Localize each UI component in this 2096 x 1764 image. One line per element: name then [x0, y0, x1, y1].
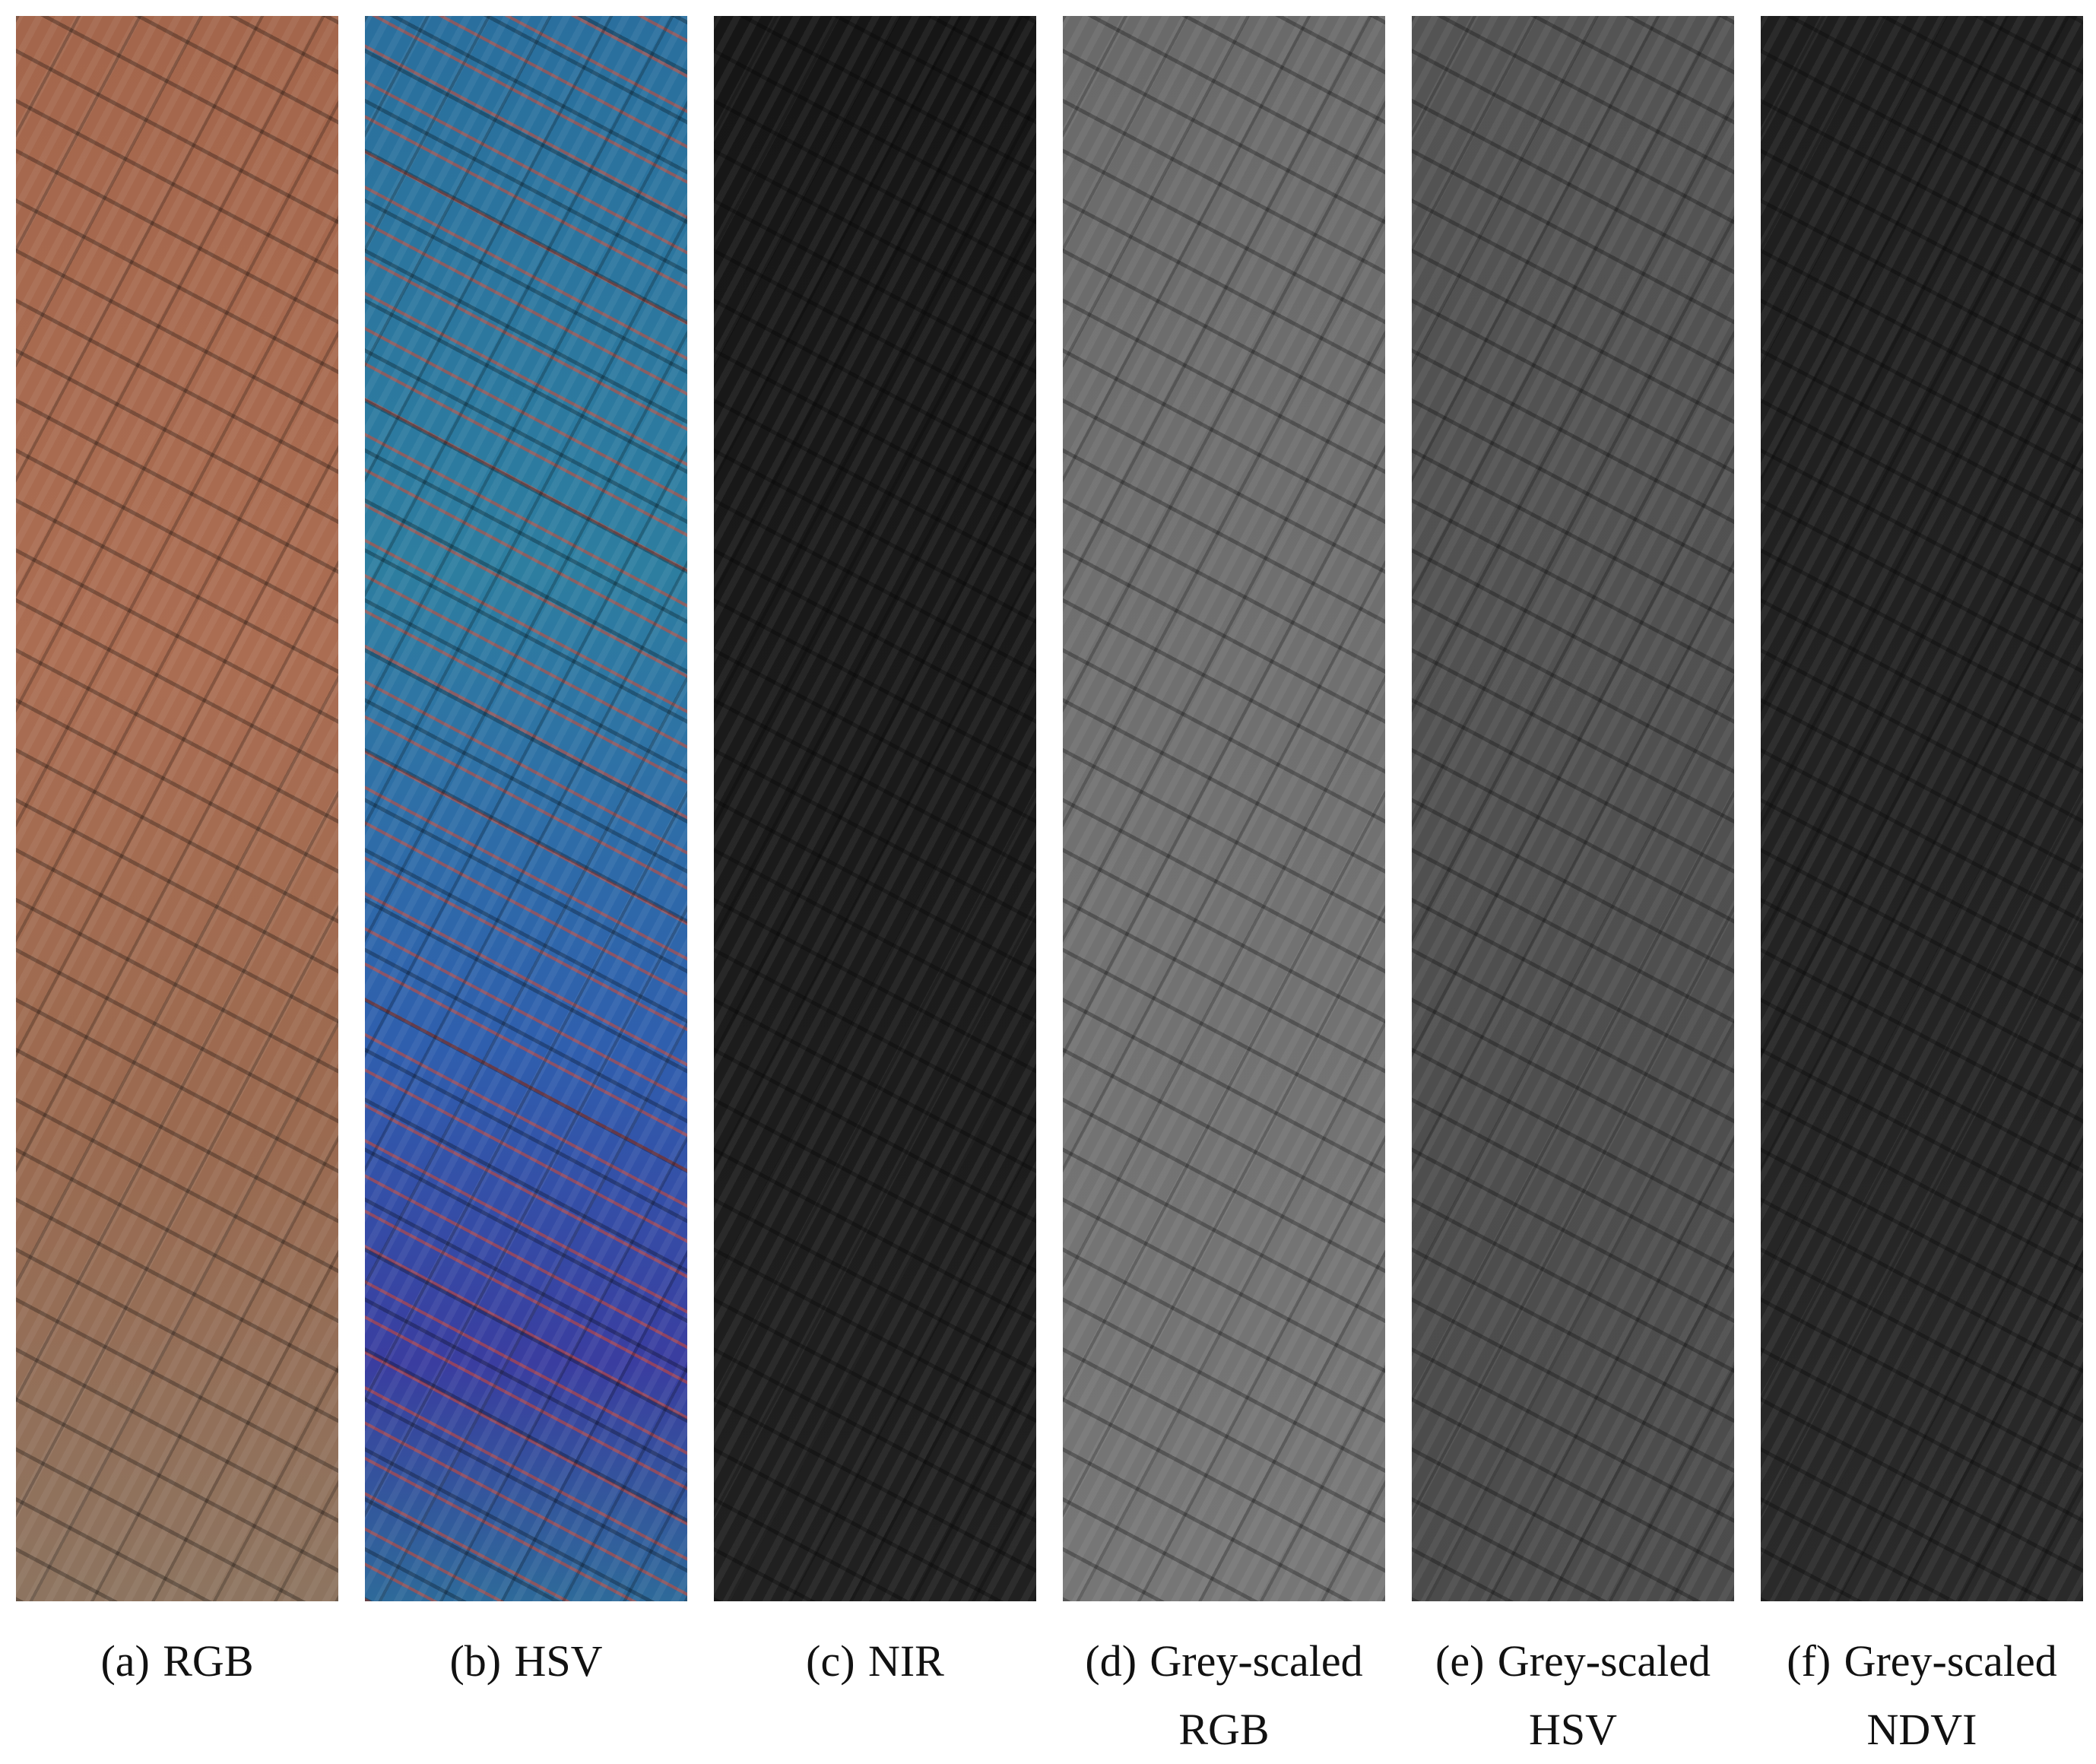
caption-line: NDVI	[1748, 1696, 2096, 1764]
caption-text: Grey-scaled	[1149, 1636, 1362, 1686]
panel-caption: (b) HSV	[352, 1627, 701, 1696]
panel-image	[1761, 16, 2083, 1601]
panel-label: (a)	[100, 1636, 149, 1686]
panel-caption: (a) RGB	[3, 1627, 352, 1696]
caption-line: (f) Grey-scaled	[1748, 1627, 2096, 1696]
panel-label: (e)	[1435, 1636, 1484, 1686]
panel-label: (f)	[1787, 1636, 1831, 1686]
caption-line: (c) NIR	[701, 1627, 1050, 1696]
panel-image	[1412, 16, 1734, 1601]
panel-image	[16, 16, 338, 1601]
caption-line: (e) Grey-scaled	[1399, 1627, 1748, 1696]
caption-text: NIR	[868, 1636, 944, 1686]
panel-label: (c)	[806, 1636, 855, 1686]
panel-caption: (d)Grey-scaled RGB	[1050, 1627, 1399, 1764]
caption-text: Grey-scaled	[1498, 1636, 1711, 1686]
panel-label: (d)	[1085, 1636, 1137, 1686]
caption-line: (d)Grey-scaled	[1050, 1627, 1399, 1696]
caption-text: RGB	[163, 1636, 253, 1686]
caption-text: HSV	[1529, 1705, 1617, 1754]
panel-image	[714, 16, 1036, 1601]
panel-image	[1063, 16, 1385, 1601]
panel-caption: (c) NIR	[701, 1627, 1050, 1696]
caption-text: RGB	[1178, 1705, 1269, 1754]
panel-image	[365, 16, 687, 1601]
panel-caption: (f) Grey-scaled NDVI	[1748, 1627, 2096, 1764]
caption-line: HSV	[1399, 1696, 1748, 1764]
caption-line: (b) HSV	[352, 1627, 701, 1696]
caption-line: RGB	[1050, 1696, 1399, 1764]
caption-text: Grey-scaled	[1844, 1636, 2057, 1686]
caption-text: NDVI	[1867, 1705, 1977, 1754]
caption-text: HSV	[515, 1636, 603, 1686]
panel-caption: (e) Grey-scaled HSV	[1399, 1627, 1748, 1764]
panel-label: (b)	[449, 1636, 501, 1686]
caption-line: (a) RGB	[3, 1627, 352, 1696]
